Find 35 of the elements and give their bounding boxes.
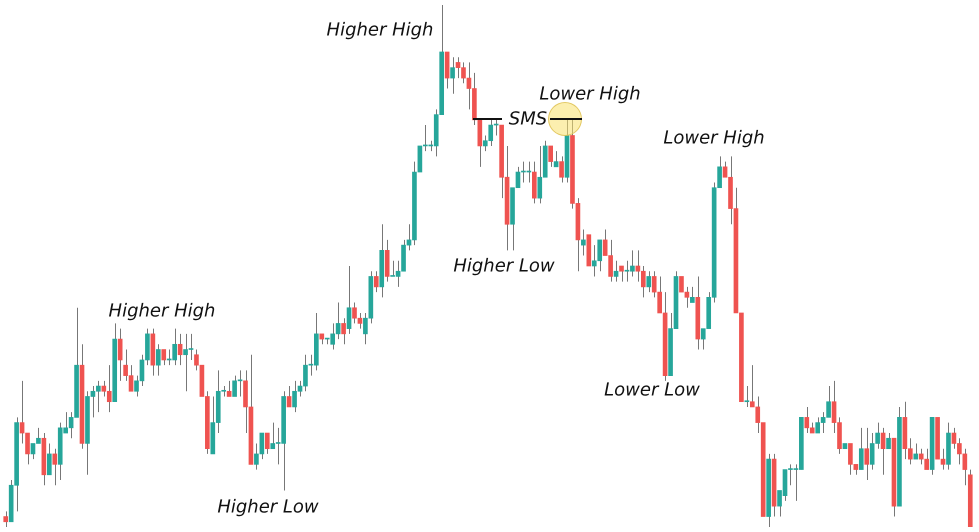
candlestick [886, 432, 891, 450]
candlestick [52, 448, 58, 486]
annotation: Higher Low [453, 256, 555, 276]
candlestick [374, 270, 379, 293]
candlestick [880, 427, 886, 476]
candlestick [858, 427, 864, 470]
annotation: Lower Low [604, 380, 700, 400]
candlestick [690, 286, 695, 304]
candlestick [619, 266, 624, 282]
candlestick [178, 333, 182, 366]
candlestick [548, 145, 553, 168]
candlestick [646, 270, 652, 293]
annotation: Higher High [326, 20, 434, 40]
candlestick [450, 56, 455, 94]
candlestick [864, 427, 870, 481]
annotation: Higher High [108, 300, 216, 322]
candlestick [156, 344, 161, 376]
candlestick [614, 260, 618, 282]
candlestick [581, 228, 586, 256]
candlestick [559, 156, 564, 183]
annotation: Higher Low [217, 496, 319, 518]
candlestick [118, 328, 122, 382]
candlestick [913, 442, 918, 460]
annotation: SMS [508, 108, 548, 130]
candlestick [264, 432, 270, 454]
candlestick [161, 349, 166, 366]
candlestick [46, 442, 52, 476]
annotation: Lower High [539, 84, 641, 104]
annotation: Lower High [663, 128, 765, 148]
candlestick [319, 333, 324, 345]
candlestick [341, 318, 346, 345]
candlestick [3, 510, 8, 528]
candlestick [226, 380, 232, 397]
candlestick [554, 150, 558, 168]
candlestick [286, 386, 292, 408]
